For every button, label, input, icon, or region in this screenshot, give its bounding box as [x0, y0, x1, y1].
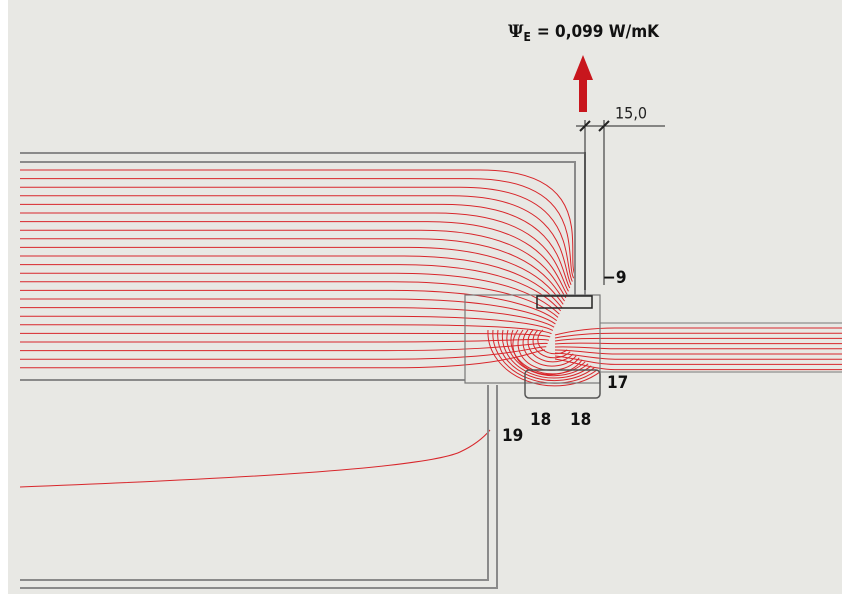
isotherm — [20, 289, 558, 322]
wall-edge — [20, 385, 498, 589]
isotherm — [19, 429, 491, 488]
isotherm — [517, 329, 580, 371]
isotherm — [20, 169, 576, 276]
isotherm — [554, 337, 842, 342]
heat-arrow — [573, 55, 593, 112]
wall-edge — [20, 161, 576, 295]
temperature-label: 18 — [530, 410, 551, 430]
isotherm — [20, 221, 568, 295]
isotherm — [20, 315, 554, 331]
temperature-label: 19 — [502, 426, 523, 446]
wall-edge — [20, 385, 489, 581]
psi-value: = 0,099 W/mK — [537, 22, 660, 42]
isotherm — [20, 203, 571, 289]
isotherm — [532, 329, 571, 359]
frame — [464, 294, 601, 384]
temperature-label: 18 — [570, 410, 591, 430]
isotherm — [20, 186, 573, 282]
isotherm — [20, 246, 564, 305]
dim-tick — [598, 120, 610, 132]
temperature-label: 17 — [607, 373, 628, 393]
isotherm — [487, 329, 601, 387]
arrow-shaft — [579, 78, 587, 112]
isotherm — [20, 255, 563, 308]
isotherm — [20, 324, 552, 335]
isotherm — [554, 332, 842, 339]
psi-title: ΨE = 0,099 W/mK — [508, 22, 660, 44]
frame-sill — [524, 369, 601, 399]
isotherm — [527, 329, 574, 363]
isotherm — [554, 358, 842, 371]
psi-symbol: Ψ — [508, 22, 524, 42]
isotherm — [20, 212, 569, 292]
isotherm — [20, 178, 575, 279]
dim-tick — [579, 120, 591, 132]
isotherm — [20, 272, 560, 315]
isotherm — [20, 349, 546, 369]
dimension: 15,0 — [576, 104, 665, 290]
isotherm — [522, 329, 577, 367]
isotherm — [20, 298, 556, 325]
isotherm — [497, 329, 595, 382]
isotherm — [492, 329, 598, 384]
background — [8, 0, 842, 594]
dimension-label: 15,0 — [615, 104, 647, 123]
temperature-label: −9 — [603, 268, 626, 288]
isotherm — [554, 342, 842, 345]
isotherm — [506, 329, 589, 377]
arrow-head — [573, 55, 593, 80]
isotherm — [20, 229, 567, 299]
isotherm — [20, 195, 572, 286]
isotherm — [537, 329, 568, 355]
isotherm — [554, 352, 842, 360]
isotherm — [20, 264, 562, 312]
isotherm — [501, 329, 592, 379]
psi-subscript: E — [524, 30, 531, 44]
frame-profile — [536, 295, 593, 309]
isotherm — [554, 346, 842, 350]
isotherm — [20, 238, 565, 302]
isotherm — [20, 307, 555, 328]
isotherm — [554, 349, 842, 355]
isotherm — [20, 342, 548, 352]
isotherm — [554, 327, 842, 336]
